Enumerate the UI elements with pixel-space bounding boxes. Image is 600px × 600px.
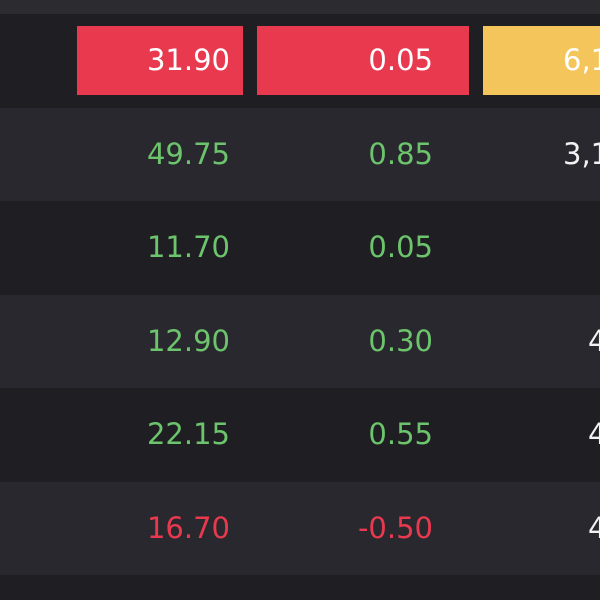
price-cell: 31.90 (146, 43, 230, 77)
table-row: 11.70 0.05 (0, 201, 600, 294)
change-cell: 0.05 (368, 230, 433, 264)
change-cell: 0.30 (368, 324, 433, 358)
price-cell: 22.15 (146, 417, 230, 451)
volume-cell: 4 (588, 417, 600, 451)
table-row: 16.70 -0.50 4 (0, 482, 600, 575)
cell-highlight (77, 26, 243, 95)
cell-highlight (483, 26, 600, 95)
header-bar (0, 0, 600, 14)
volume-cell: 3,1 (563, 137, 600, 171)
change-cell: 0.85 (368, 137, 433, 171)
price-cell: 12.90 (146, 324, 230, 358)
change-cell: 0.05 (368, 43, 433, 77)
change-cell: -0.50 (357, 511, 433, 545)
table-row: 12.90 0.30 4 (0, 295, 600, 388)
table-row: 31.90 0.05 6,1 (0, 14, 600, 107)
price-cell: 11.70 (146, 230, 230, 264)
volume-cell: 4 (588, 511, 600, 545)
table-row: 22.15 0.55 4 (0, 388, 600, 481)
cell-highlight (257, 26, 469, 95)
price-cell: 16.70 (146, 511, 230, 545)
volume-cell: 4 (588, 324, 600, 358)
change-cell: 0.55 (368, 417, 433, 451)
volume-cell: 6,1 (563, 43, 600, 77)
price-cell: 49.75 (146, 137, 230, 171)
table-row: 49.75 0.85 3,1 (0, 108, 600, 201)
